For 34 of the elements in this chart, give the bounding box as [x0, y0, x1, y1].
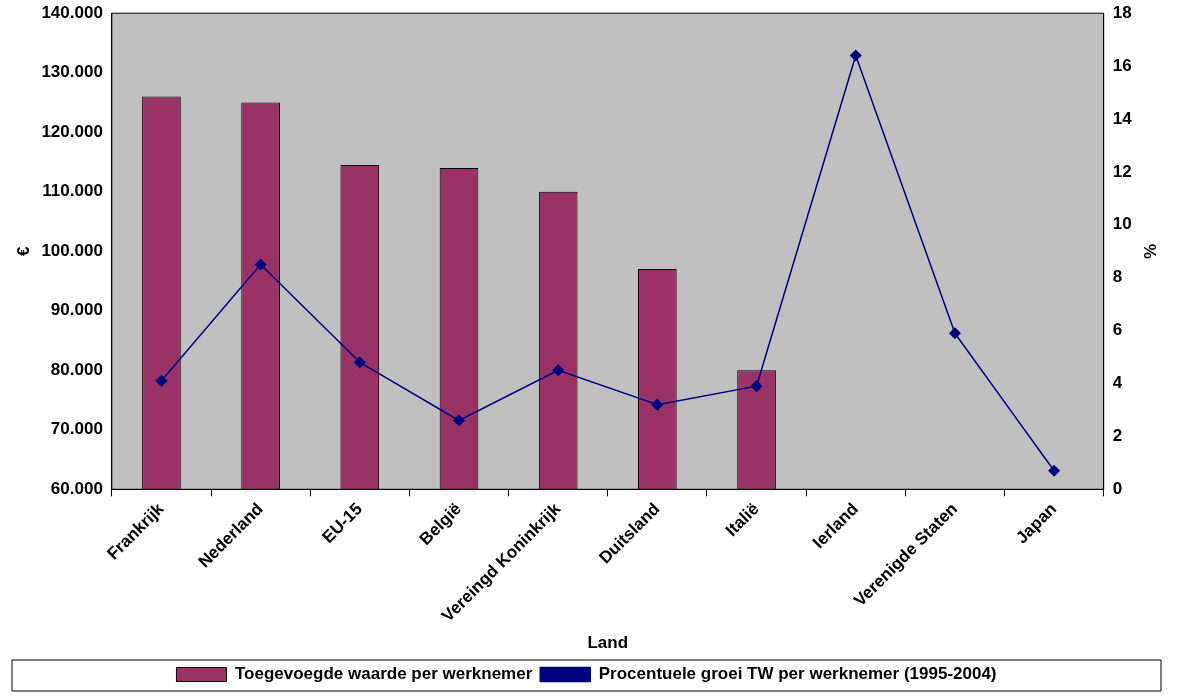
y2-tick-label: 16	[1112, 55, 1132, 75]
y-axis-title: €	[13, 245, 33, 256]
y2-tick-label: 4	[1112, 373, 1123, 393]
y2-axis-title: %	[1140, 243, 1160, 259]
point	[354, 356, 366, 369]
x-axis-title: Land	[587, 633, 629, 653]
y-tick-label: 120.000	[41, 121, 103, 141]
y-tick-label: 140.000	[41, 2, 103, 22]
y-tick-label: 80.000	[50, 359, 103, 379]
y2-tick-label: 2	[1112, 426, 1123, 446]
y2-tick-label: 0	[1112, 478, 1123, 498]
y2-tick-label: 12	[1112, 161, 1132, 181]
point	[1048, 465, 1060, 477]
y-tick-label: 60.000	[50, 478, 103, 498]
y-tick-label: 110.000	[42, 181, 103, 201]
y2-tick-label: 14	[1112, 108, 1133, 128]
y2-tick-label: 6	[1112, 320, 1123, 340]
y2-tick-label: 8	[1112, 267, 1123, 287]
y-tick-label: 130.000	[41, 62, 103, 82]
point	[651, 398, 664, 411]
point	[453, 414, 465, 427]
point	[254, 258, 267, 271]
legend-label: Toegevoegde waarde per werknemer	[234, 664, 533, 684]
y2-tick-label: 10	[1112, 214, 1132, 234]
point	[750, 380, 763, 392]
point	[949, 327, 961, 339]
y-tick-label: 70.000	[50, 419, 103, 439]
point	[552, 364, 564, 377]
y-tick-label: 100.000	[41, 240, 103, 260]
y-tick-label: 90.000	[50, 300, 103, 320]
legend-label: Procentuele groei TW per werknemer (1995-2004)	[598, 664, 997, 684]
point	[849, 49, 862, 62]
y2-tick-label: 18	[1112, 2, 1132, 22]
point	[155, 375, 168, 387]
